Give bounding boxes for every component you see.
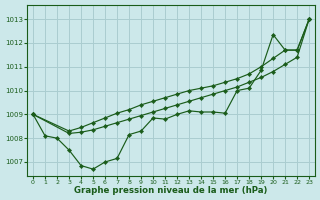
X-axis label: Graphe pression niveau de la mer (hPa): Graphe pression niveau de la mer (hPa) bbox=[74, 186, 268, 195]
